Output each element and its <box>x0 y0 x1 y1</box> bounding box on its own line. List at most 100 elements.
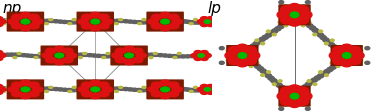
Circle shape <box>279 2 284 5</box>
Circle shape <box>273 81 280 85</box>
Circle shape <box>342 49 346 51</box>
Circle shape <box>19 22 25 25</box>
Circle shape <box>0 85 3 89</box>
Circle shape <box>158 54 164 57</box>
Circle shape <box>12 54 19 57</box>
Circle shape <box>75 22 81 25</box>
Circle shape <box>40 20 46 23</box>
Circle shape <box>265 74 271 78</box>
Circle shape <box>200 90 208 95</box>
Circle shape <box>315 31 321 36</box>
Circle shape <box>243 49 247 51</box>
Circle shape <box>82 24 92 30</box>
Circle shape <box>172 87 183 92</box>
Circle shape <box>210 20 218 24</box>
Circle shape <box>149 54 155 57</box>
Circle shape <box>255 62 259 65</box>
Circle shape <box>144 54 150 57</box>
Circle shape <box>197 89 203 92</box>
Circle shape <box>329 52 341 60</box>
Circle shape <box>336 65 340 68</box>
Circle shape <box>40 87 46 90</box>
Circle shape <box>183 21 189 24</box>
Circle shape <box>16 87 20 89</box>
Circle shape <box>4 20 10 23</box>
Circle shape <box>308 81 314 85</box>
Circle shape <box>175 20 181 23</box>
Circle shape <box>61 54 67 57</box>
Circle shape <box>161 87 170 92</box>
Circle shape <box>289 100 301 108</box>
Circle shape <box>48 55 54 58</box>
Circle shape <box>70 54 75 57</box>
Circle shape <box>127 88 133 91</box>
Circle shape <box>12 82 22 88</box>
Circle shape <box>132 49 143 54</box>
Circle shape <box>183 88 189 91</box>
Circle shape <box>11 23 15 25</box>
Circle shape <box>0 88 6 92</box>
Circle shape <box>136 53 146 59</box>
Circle shape <box>27 20 33 24</box>
Circle shape <box>0 17 3 22</box>
Circle shape <box>175 91 179 93</box>
Circle shape <box>272 83 276 86</box>
Circle shape <box>149 22 155 25</box>
FancyBboxPatch shape <box>40 46 78 66</box>
Circle shape <box>70 89 76 92</box>
Circle shape <box>9 88 15 92</box>
Circle shape <box>102 87 113 92</box>
Circle shape <box>118 87 124 90</box>
Circle shape <box>101 87 107 90</box>
Circle shape <box>351 57 356 60</box>
Circle shape <box>160 13 170 19</box>
Circle shape <box>191 54 198 58</box>
Circle shape <box>11 89 17 92</box>
Circle shape <box>284 25 288 27</box>
Circle shape <box>149 57 153 59</box>
Circle shape <box>200 57 208 61</box>
Circle shape <box>180 19 183 21</box>
Circle shape <box>145 22 150 25</box>
Circle shape <box>318 74 324 78</box>
Circle shape <box>113 55 119 58</box>
Circle shape <box>262 36 268 40</box>
Circle shape <box>318 34 324 38</box>
Circle shape <box>278 22 282 24</box>
Circle shape <box>119 19 122 21</box>
Circle shape <box>124 47 134 52</box>
Circle shape <box>151 15 162 21</box>
Circle shape <box>307 22 311 24</box>
Circle shape <box>253 42 259 46</box>
Circle shape <box>207 23 214 27</box>
Circle shape <box>194 89 200 92</box>
Circle shape <box>0 54 6 58</box>
Circle shape <box>328 43 335 47</box>
Circle shape <box>102 20 113 25</box>
Circle shape <box>115 23 118 25</box>
Circle shape <box>153 53 157 55</box>
Circle shape <box>330 40 334 42</box>
Circle shape <box>238 53 247 59</box>
Circle shape <box>173 87 179 90</box>
Circle shape <box>74 54 80 57</box>
Circle shape <box>11 91 15 93</box>
Circle shape <box>330 62 334 65</box>
Circle shape <box>88 88 94 92</box>
Circle shape <box>197 22 203 25</box>
Circle shape <box>79 22 85 25</box>
Circle shape <box>158 21 164 24</box>
Circle shape <box>284 21 290 25</box>
Circle shape <box>161 20 170 25</box>
Circle shape <box>62 88 68 92</box>
Circle shape <box>110 87 116 90</box>
Circle shape <box>79 57 82 59</box>
Circle shape <box>62 21 68 24</box>
Circle shape <box>25 54 31 58</box>
Circle shape <box>44 87 50 90</box>
Circle shape <box>194 51 202 55</box>
Circle shape <box>52 55 58 58</box>
Circle shape <box>207 17 214 22</box>
Circle shape <box>136 22 142 25</box>
Circle shape <box>162 54 168 58</box>
